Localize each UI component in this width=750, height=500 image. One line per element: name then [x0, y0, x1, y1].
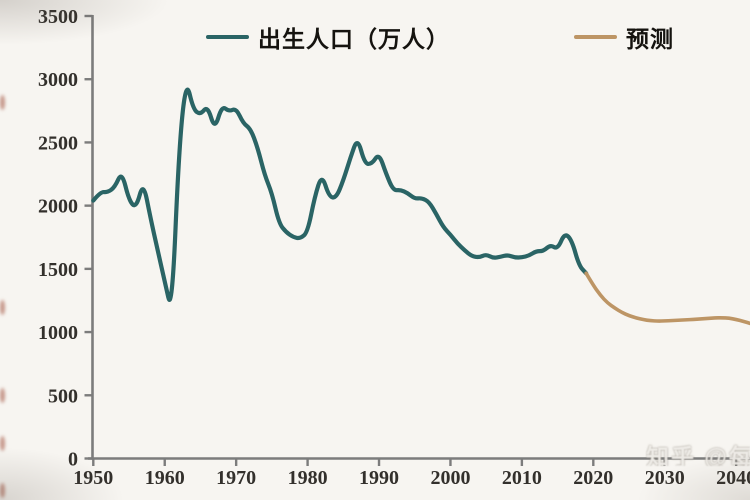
- x-tick-label: 2030: [645, 467, 685, 489]
- x-tick-label: 2000: [430, 467, 470, 489]
- birth-population-line: [91, 87, 589, 302]
- forecast-line-swatch: [574, 35, 617, 39]
- x-tick-label: 1990: [359, 467, 399, 489]
- y-tick-label: 1000: [38, 322, 78, 344]
- legend-label-birth: 出生人口（万人）: [258, 26, 450, 52]
- y-tick-label: 2500: [38, 132, 78, 154]
- legend-label-forecast: 预测: [626, 26, 674, 52]
- legend-item-forecast: 预测: [574, 20, 674, 54]
- x-tick-label: 2010: [502, 467, 542, 489]
- y-tick-label: 0: [68, 449, 78, 471]
- birth-line-swatch: [206, 35, 249, 39]
- y-tick-label: 2000: [38, 196, 78, 218]
- legend-item-birth: 出生人口（万人）: [206, 20, 450, 54]
- x-tick-label: 1960: [145, 467, 185, 489]
- x-tick-label: 1970: [216, 467, 256, 489]
- x-tick-label: 2040: [716, 467, 750, 489]
- x-tick-label: 2020: [573, 467, 613, 489]
- y-tick-label: 500: [48, 385, 78, 407]
- x-tick-label: 1950: [73, 467, 113, 489]
- y-tick-label: 3500: [38, 6, 78, 28]
- y-tick-label: 1500: [38, 259, 78, 281]
- x-tick-label: 1980: [288, 467, 328, 489]
- zhihu-watermark: 知乎 @每: [646, 444, 750, 466]
- forecast-line: [584, 271, 750, 326]
- y-tick-label: 3000: [38, 69, 78, 91]
